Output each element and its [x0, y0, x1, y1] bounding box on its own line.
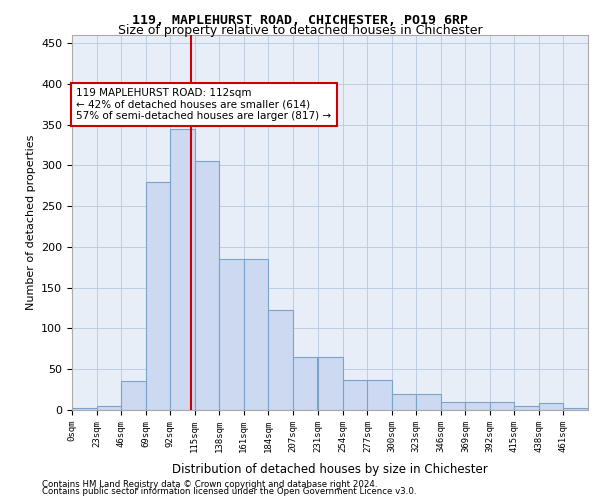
- Bar: [441, 402, 466, 410]
- Bar: [170, 129, 194, 410]
- Bar: [490, 402, 514, 410]
- Bar: [367, 380, 392, 410]
- Bar: [343, 380, 367, 410]
- Bar: [392, 394, 416, 410]
- X-axis label: Distribution of detached houses by size in Chichester: Distribution of detached houses by size …: [172, 463, 488, 476]
- Y-axis label: Number of detached properties: Number of detached properties: [26, 135, 35, 310]
- Text: 119 MAPLEHURST ROAD: 112sqm
← 42% of detached houses are smaller (614)
57% of se: 119 MAPLEHURST ROAD: 112sqm ← 42% of det…: [76, 88, 331, 121]
- Text: 119, MAPLEHURST ROAD, CHICHESTER, PO19 6RP: 119, MAPLEHURST ROAD, CHICHESTER, PO19 6…: [132, 14, 468, 27]
- Bar: [293, 357, 317, 410]
- Bar: [97, 406, 121, 410]
- Bar: [416, 394, 441, 410]
- Bar: [244, 259, 268, 410]
- Bar: [563, 408, 588, 410]
- Bar: [514, 406, 539, 410]
- Bar: [466, 402, 490, 410]
- Bar: [72, 408, 97, 410]
- Text: Contains public sector information licensed under the Open Government Licence v3: Contains public sector information licen…: [42, 488, 416, 496]
- Bar: [539, 404, 563, 410]
- Bar: [194, 162, 219, 410]
- Text: Size of property relative to detached houses in Chichester: Size of property relative to detached ho…: [118, 24, 482, 37]
- Text: Contains HM Land Registry data © Crown copyright and database right 2024.: Contains HM Land Registry data © Crown c…: [42, 480, 377, 489]
- Bar: [268, 310, 293, 410]
- Bar: [219, 259, 244, 410]
- Bar: [146, 182, 170, 410]
- Bar: [121, 382, 146, 410]
- Bar: [318, 357, 343, 410]
